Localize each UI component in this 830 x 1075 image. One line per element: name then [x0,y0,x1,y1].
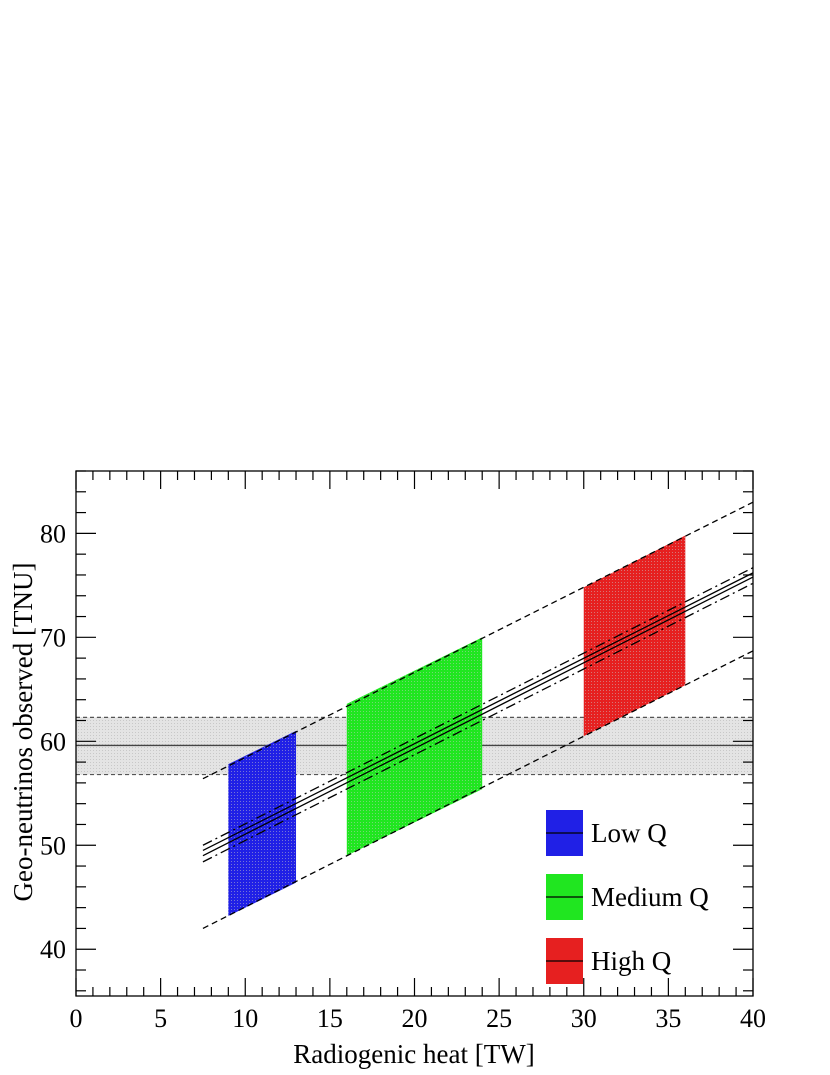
x-tick-label: 0 [70,1004,83,1033]
legend-label-medium-q: Medium Q [591,882,709,912]
region-texture-high-q [583,535,686,737]
y-axis-title: Geo-neutrinos observed [TNU] [8,563,38,902]
legend: Low Q Medium Q High Q [546,810,709,984]
fit-line-dashed-5 [202,650,754,930]
x-axis-title: Radiogenic heat [TW] [293,1039,534,1069]
q-regions-group [228,535,686,916]
x-tick-label: 20 [402,1004,428,1033]
fit-line-dashdot-2 [202,582,754,863]
fit-line-dashdot-3 [202,567,754,846]
y-tick-label: 50 [40,831,66,860]
region-texture-medium-q [346,637,483,856]
labels-group: Radiogenic heat [TW] Geo-neutrinos obser… [8,563,535,1069]
x-tick-label: 15 [317,1004,343,1033]
y-tick-label: 40 [40,935,66,964]
fit-lines-group [202,501,754,930]
x-tick-label: 10 [232,1004,258,1033]
axes-group: 0 5 10 15 20 25 30 35 40 40 50 60 70 80 [40,470,766,1033]
fit-line-solid-0 [202,576,754,857]
region-texture-low-q [228,730,297,916]
fit-line-dashed-4 [202,501,754,780]
x-tick-label: 40 [740,1004,766,1033]
fit-line-solid-1 [202,572,754,852]
y-tick-label: 70 [40,623,66,652]
x-tick-label: 30 [571,1004,597,1033]
y-tick-label: 80 [40,519,66,548]
x-tick-label: 25 [486,1004,512,1033]
legend-label-low-q: Low Q [591,818,667,848]
legend-label-high-q: High Q [591,946,672,976]
x-tick-label: 35 [655,1004,681,1033]
x-tick-label: 5 [154,1004,167,1033]
y-tick-label: 60 [40,727,66,756]
